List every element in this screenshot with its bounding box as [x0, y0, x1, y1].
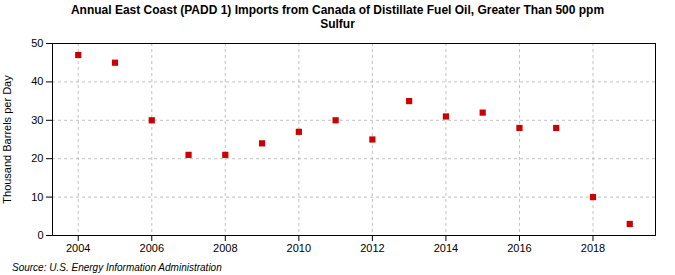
svg-text:50: 50 [31, 37, 43, 49]
svg-text:2016: 2016 [507, 242, 531, 254]
svg-text:2008: 2008 [213, 242, 237, 254]
svg-text:2018: 2018 [581, 242, 605, 254]
svg-text:2006: 2006 [140, 242, 164, 254]
svg-text:2014: 2014 [434, 242, 458, 254]
svg-text:2010: 2010 [287, 242, 311, 254]
svg-text:0: 0 [37, 229, 43, 241]
svg-text:30: 30 [31, 114, 43, 126]
html-text:Source: U.S. Energy Informatio: Source: U.S. Energy Information Administ… [12, 262, 222, 273]
svg-text:10: 10 [31, 191, 43, 203]
svg-text:20: 20 [31, 152, 43, 164]
svg-text:Thousand Barrels per Day: Thousand Barrels per Day [1, 75, 13, 204]
svg-text:2012: 2012 [360, 242, 384, 254]
html-text:Annual East Coast (PADD 1) Imp: Annual East Coast (PADD 1) Imports from … [70, 3, 605, 31]
svg-text:40: 40 [31, 75, 43, 87]
svg-text:2004: 2004 [66, 242, 90, 254]
